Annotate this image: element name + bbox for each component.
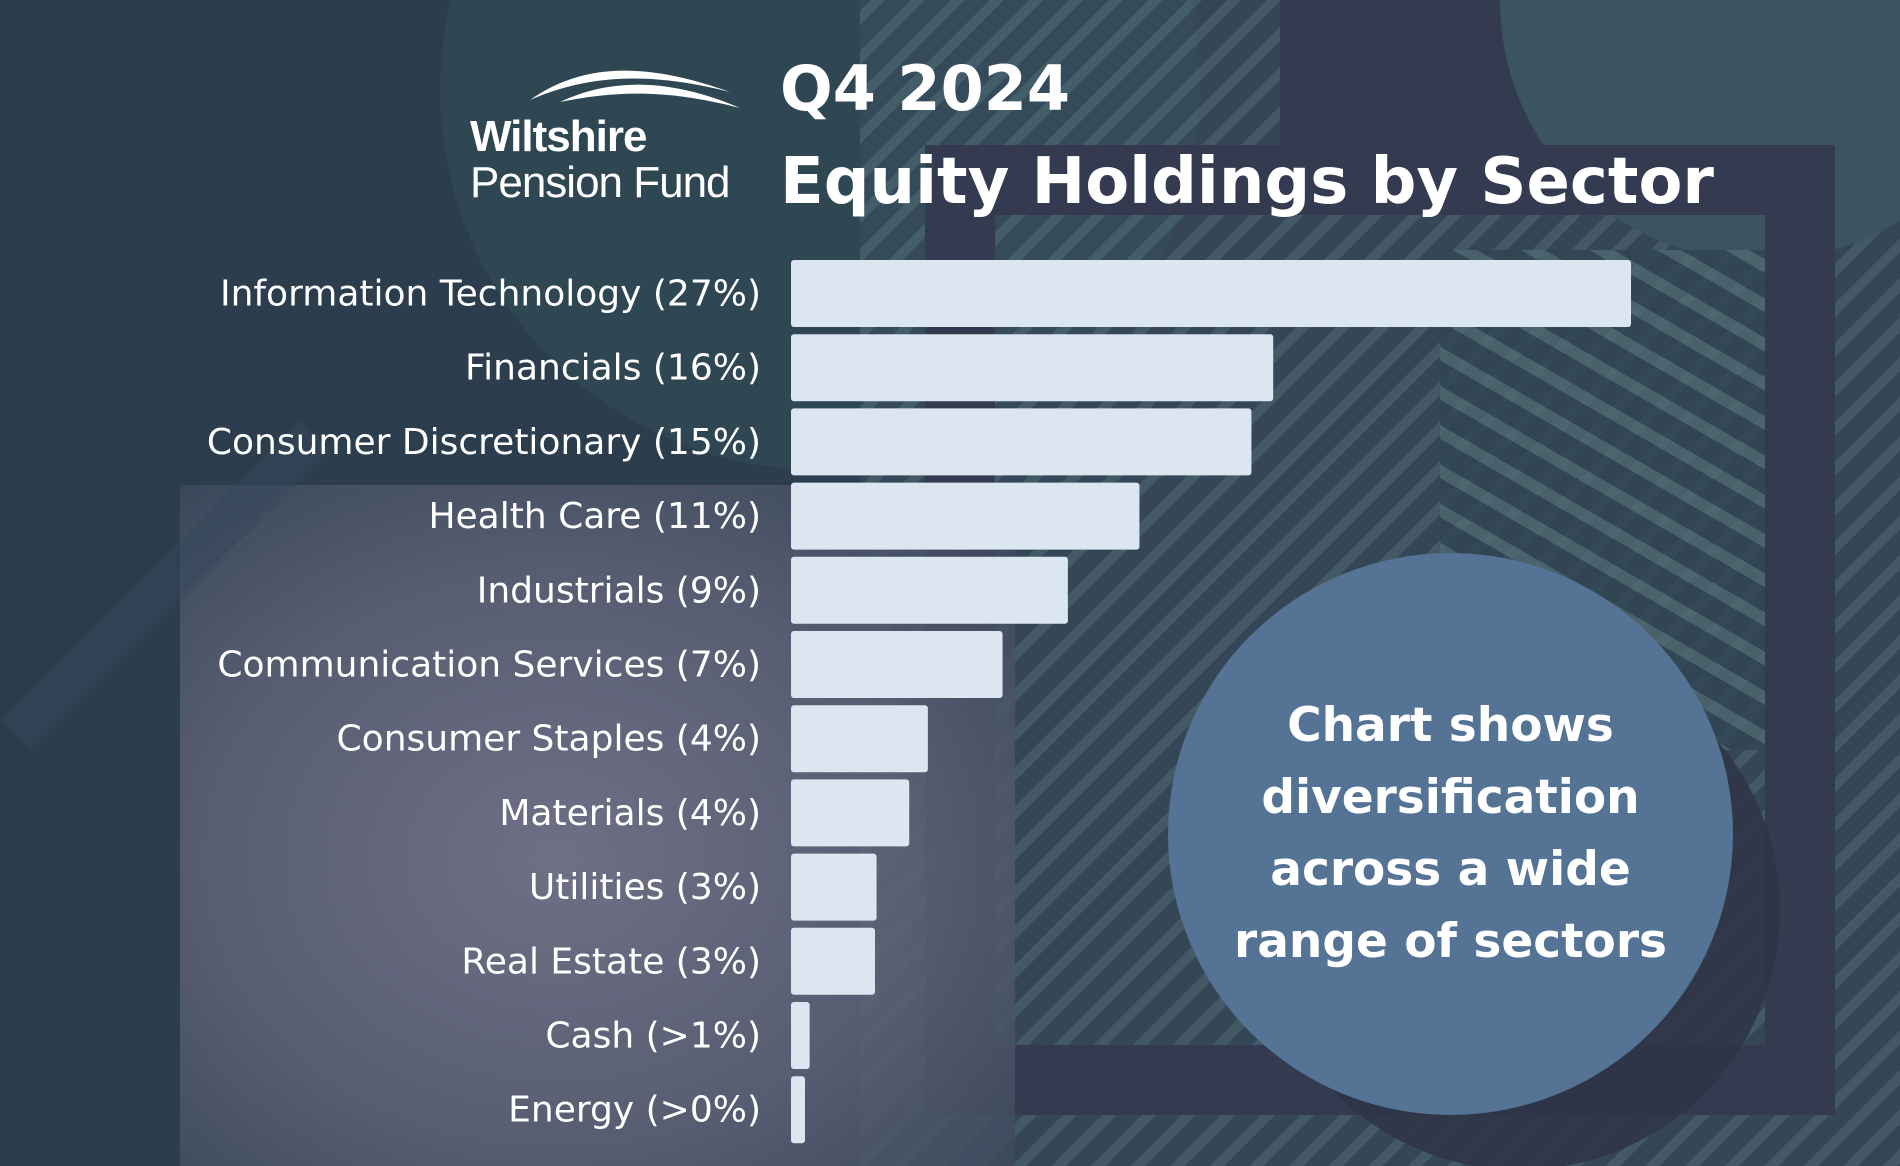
bar-label-energy: Energy (>0%) [508, 1090, 761, 1131]
bar-label-utilities: Utilities (3%) [529, 867, 761, 908]
page-title: Equity Holdings by Sector [780, 145, 1714, 219]
bar-label-consumer-discretionary: Consumer Discretionary (15%) [207, 422, 761, 463]
logo-line-1: Wiltshire [470, 112, 647, 161]
bar-materials [791, 779, 910, 847]
logo-line-2: Pension Fund [470, 158, 731, 207]
bar-cash [791, 1002, 810, 1069]
wave-logo-icon [530, 70, 740, 108]
bar-label-cash: Cash (>1%) [545, 1016, 761, 1057]
bar-health-care [791, 482, 1140, 550]
callout-circle: Chart shows diversification across a wid… [1168, 553, 1733, 1115]
bar-label-health-care: Health Care (11%) [428, 496, 761, 537]
page-title-period: Q4 2024 [780, 52, 1070, 125]
bar-label-real-estate: Real Estate (3%) [461, 941, 761, 982]
bar-label-consumer-staples: Consumer Staples (4%) [337, 719, 761, 760]
bar-label-financials: Financials (16%) [465, 348, 761, 389]
bar-label-communication-services: Communication Services (7%) [217, 645, 761, 686]
bar-consumer-discretionary [791, 408, 1252, 476]
bar-information-technology [791, 260, 1631, 327]
bar-communication-services [791, 631, 1003, 698]
bar-label-industrials: Industrials (9%) [477, 570, 761, 611]
bar-consumer-staples [791, 705, 928, 773]
bar-label-information-technology: Information Technology (27%) [220, 274, 761, 315]
bar-label-materials: Materials (4%) [499, 793, 761, 834]
bar-energy [791, 1076, 805, 1144]
logo: Wiltshire Pension Fund [470, 60, 760, 210]
bar-utilities [791, 853, 877, 921]
bar-industrials [791, 556, 1068, 624]
bar-financials [791, 334, 1274, 402]
bar-real-estate [791, 927, 875, 995]
callout-text: Chart shows diversification across a wid… [1234, 698, 1667, 969]
